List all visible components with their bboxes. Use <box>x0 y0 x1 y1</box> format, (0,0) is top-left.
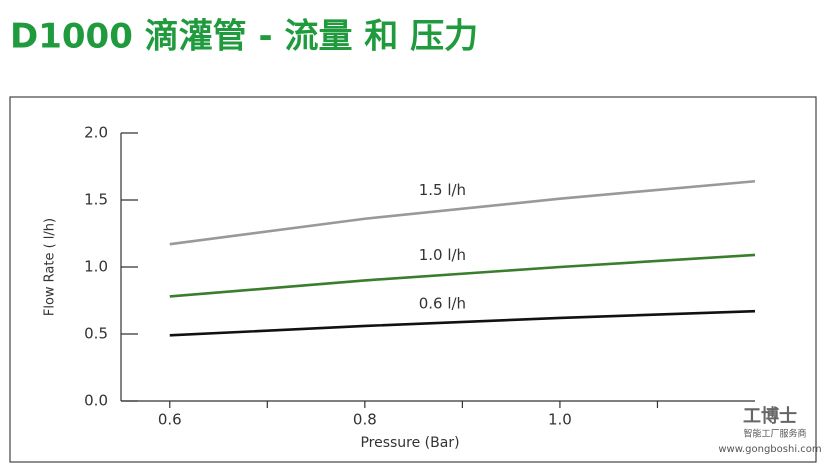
x-tick-label: 1.0 <box>548 411 572 429</box>
series-line <box>169 309 756 337</box>
watermark-url: www.gongboshi.com <box>718 444 821 455</box>
series-line <box>169 179 756 246</box>
x-tick-label: 0.6 <box>158 411 182 429</box>
y-axis-label: Flow Rate ( l/h) <box>43 218 58 316</box>
y-tick-label: 2.0 <box>84 124 108 142</box>
y-tick-label: 1.5 <box>84 191 108 209</box>
y-tick-label: 0.0 <box>84 392 108 410</box>
series-label: 0.6 l/h <box>419 294 466 312</box>
x-tick-label: 0.8 <box>353 411 377 429</box>
series-line <box>169 253 756 298</box>
series-label: 1.0 l/h <box>419 246 466 264</box>
watermark-brand: 工博士 <box>743 405 797 427</box>
chart-frame <box>9 96 817 463</box>
series-label: 1.5 l/h <box>419 181 466 199</box>
watermark-slogan: 智能工厂服务商 <box>743 428 806 440</box>
y-tick-label: 0.5 <box>84 325 108 343</box>
x-axis-label: Pressure (Bar) <box>360 435 459 451</box>
chart-title: D1000 滴灌管 - 流量 和 压力 <box>10 17 478 57</box>
y-tick-label: 1.0 <box>84 258 108 276</box>
